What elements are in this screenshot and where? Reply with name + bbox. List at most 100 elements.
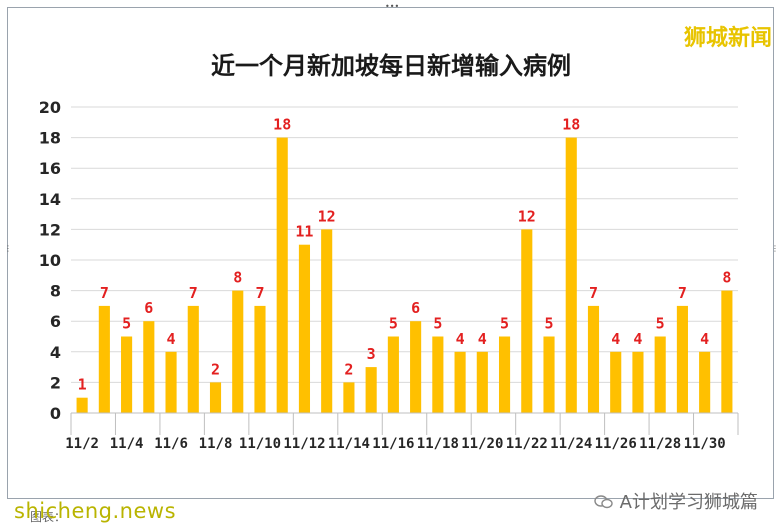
data-label: 7	[189, 284, 198, 302]
bar	[699, 351, 711, 413]
x-tick-label: 11/28	[639, 436, 681, 452]
data-label: 5	[433, 315, 442, 333]
figure-caption: 图表：	[30, 510, 67, 524]
bar	[676, 305, 688, 413]
y-tick-label: 14	[39, 190, 61, 209]
chart-frame	[7, 7, 774, 499]
x-tick-label: 11/24	[550, 436, 592, 452]
data-label: 11	[295, 223, 313, 241]
bar	[498, 336, 511, 413]
bars	[76, 137, 733, 413]
x-tick-label: 11/20	[461, 436, 503, 452]
bar	[454, 351, 466, 413]
data-label: 4	[456, 330, 465, 348]
y-tick-label: 18	[39, 129, 61, 148]
watermark-brand: 狮城新闻	[683, 26, 772, 51]
data-label: 4	[633, 330, 642, 348]
data-label: 7	[100, 284, 109, 302]
bar	[276, 137, 288, 413]
data-label: 7	[589, 284, 598, 302]
bar	[632, 351, 644, 413]
resize-handle-left[interactable]: ⋮	[4, 244, 12, 253]
bar	[121, 336, 133, 413]
x-tick-label: 11/12	[283, 436, 325, 452]
grid-lines	[71, 106, 738, 383]
resize-handle-right[interactable]: ⋮	[771, 244, 779, 253]
data-label: 18	[273, 116, 291, 134]
y-tick-label: 4	[50, 343, 61, 362]
x-tick-label: 11/18	[417, 436, 459, 452]
y-tick-label: 2	[50, 373, 61, 392]
x-tick-label: 11/16	[372, 436, 414, 452]
bar	[387, 336, 399, 413]
bar	[165, 351, 177, 413]
watermark-site: shicheng.news	[14, 499, 177, 523]
y-tick-label: 6	[50, 312, 61, 331]
x-tick-label: 11/26	[595, 436, 637, 452]
data-label: 12	[318, 207, 336, 225]
bar	[321, 229, 333, 413]
data-label: 6	[144, 299, 153, 317]
data-label: 12	[518, 207, 536, 225]
data-label: 3	[367, 345, 376, 363]
data-label: 4	[700, 330, 709, 348]
bar	[543, 336, 555, 413]
y-tick-label: 0	[50, 404, 61, 423]
data-label: 5	[545, 315, 554, 333]
bar	[476, 351, 488, 413]
y-tick-label: 16	[39, 159, 61, 178]
wechat-icon	[593, 495, 613, 509]
data-label: 2	[211, 360, 220, 378]
bar	[254, 305, 266, 413]
x-tick-label: 11/10	[239, 436, 281, 452]
data-label: 8	[233, 269, 242, 287]
bar	[98, 305, 110, 413]
bar	[587, 305, 600, 413]
bar	[76, 397, 88, 413]
y-axis: 0 2 4 6 8 10 12 14 16 18 20	[39, 98, 61, 423]
data-label: 8	[722, 269, 731, 287]
bar	[365, 367, 377, 413]
source-attribution-text: A计划学习狮城篇	[619, 492, 758, 513]
x-tick-label: 11/8	[199, 436, 233, 452]
x-tick-label: 11/30	[684, 436, 726, 452]
data-label: 5	[122, 315, 131, 333]
data-label: 6	[411, 299, 420, 317]
data-label: 4	[478, 330, 487, 348]
bar	[232, 290, 244, 413]
resize-handle-top[interactable]: •••	[385, 2, 400, 11]
data-label: 4	[167, 330, 176, 348]
chart-title: 近一个月新加坡每日新增输入病例	[211, 52, 571, 80]
x-tick-label: 11/6	[154, 436, 188, 452]
bar	[209, 382, 222, 413]
data-label: 5	[500, 315, 509, 333]
x-tick-label: 11/4	[110, 436, 144, 452]
x-axis: 11/2 11/4 11/6 11/8 11/10 11/12 11/14 11/16 11/1…	[65, 412, 739, 452]
x-tick-label: 11/2	[65, 436, 99, 452]
bar	[721, 290, 733, 413]
data-label: 4	[611, 330, 620, 348]
y-tick-label: 20	[39, 98, 61, 117]
bar	[432, 336, 444, 413]
source-attribution: A计划学习狮城篇	[593, 488, 758, 514]
bar	[187, 305, 199, 413]
y-tick-label: 8	[50, 282, 61, 301]
data-label: 18	[562, 116, 580, 134]
bar	[410, 321, 422, 413]
data-label: 5	[656, 315, 665, 333]
data-label: 7	[678, 284, 687, 302]
bar	[143, 321, 155, 413]
y-tick-label: 10	[39, 251, 61, 270]
y-tick-label: 12	[39, 220, 61, 239]
bar	[521, 229, 533, 413]
x-tick-label: 11/22	[506, 436, 548, 452]
bar	[565, 137, 577, 413]
data-label: 2	[344, 360, 353, 378]
bar	[298, 244, 311, 413]
data-label: 1	[78, 376, 87, 394]
bar	[343, 382, 355, 413]
data-label: 7	[255, 284, 264, 302]
bar	[610, 351, 622, 413]
